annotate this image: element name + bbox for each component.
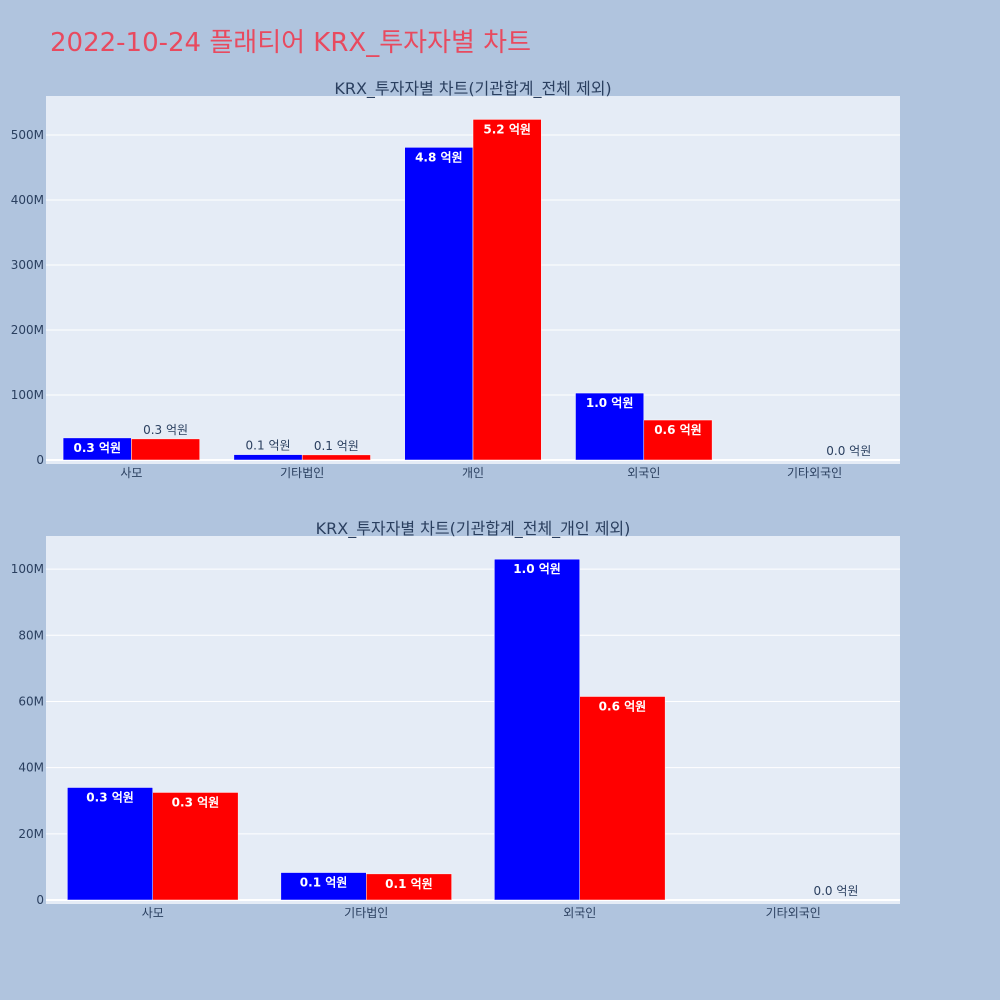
y-tick-label: 300M [11,258,44,272]
chart-2: KRX_투자자별 차트(기관합계_전체_개인 제외) 0 20M 40M 60M 80M 1… [11,519,900,920]
y-tick-label: 0 [36,893,44,907]
bar [494,558,581,901]
x-tick-label: 외국인 [627,466,660,480]
data-label: 0.3 억원 [143,423,188,437]
data-label: 0.6 억원 [599,699,647,713]
y-tick-label: 200M [11,323,44,337]
data-label: 0.0 억원 [826,444,871,458]
data-label: 5.2 억원 [483,122,531,136]
y-tick-label: 0 [36,453,44,467]
x-tick-label: 사모 [120,466,142,480]
data-label: 0.1 억원 [314,439,359,453]
bar [152,792,239,901]
data-label: 0.6 억원 [654,423,702,437]
x-tick-label: 기타법인 [280,466,324,480]
data-label: 1.0 억원 [586,396,634,410]
y-tick-label: 60M [18,694,44,708]
page-title: 2022-10-24 플래티어 KRX_투자자별 차트 [50,28,532,58]
x-tick-label: 사모 [142,906,164,920]
y-tick-label: 500M [11,128,44,142]
chart-1: KRX_투자자별 차트(기관합계_전체 제외) 0 100M 200M 300M 400M… [11,79,900,480]
data-label: 0.3 억원 [86,790,134,804]
bar [67,787,153,901]
x-tick-label: 기타외국인 [766,906,821,920]
bar [301,454,371,461]
bar [643,419,713,461]
y-tick-label: 40M [18,761,44,775]
x-tick-label: 개인 [462,466,484,480]
bar [366,873,452,901]
y-tick-label: 100M [11,388,44,402]
x-tick-label: 외국인 [563,906,596,920]
bar [472,119,542,461]
y-tick-label: 80M [18,628,44,642]
data-label: 0.3 억원 [172,795,220,809]
chart-title: KRX_투자자별 차트(기관합계_전체 제외) [334,79,611,99]
chart-title: KRX_투자자별 차트(기관합계_전체_개인 제외) [316,519,631,539]
data-label: 0.1 억원 [385,877,433,891]
y-tick-label: 400M [11,193,44,207]
data-label: 0.1 억원 [300,876,348,890]
y-tick-label: 100M [11,562,44,576]
data-label: 1.0 억원 [513,562,561,576]
bar [131,438,200,461]
bar [404,147,474,461]
data-label: 0.1 억원 [246,439,291,453]
data-label: 0.3 억원 [73,441,121,455]
bar [233,454,303,461]
x-tick-label: 기타법인 [344,906,388,920]
data-label: 0.0 억원 [813,884,858,898]
x-tick-label: 기타외국인 [787,466,842,480]
bar [575,392,645,461]
bar [579,696,666,901]
data-label: 4.8 억원 [415,150,463,164]
y-tick-label: 20M [18,827,44,841]
